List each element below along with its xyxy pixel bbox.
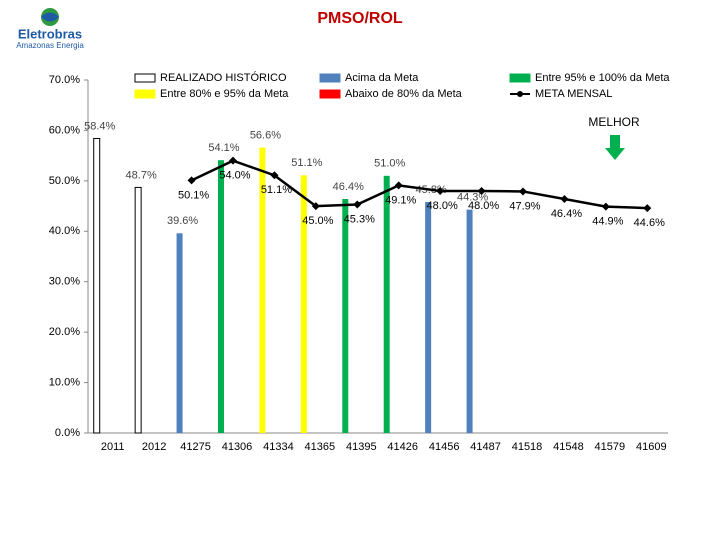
x-tick-label: 41395 (346, 441, 377, 453)
x-tick-label: 41334 (263, 441, 294, 453)
y-tick-label: 0.0% (55, 427, 80, 439)
line-marker (394, 181, 403, 190)
data-label: 48.7% (126, 169, 157, 181)
data-label: 51.1% (261, 184, 292, 196)
data-label: 54.0% (219, 170, 250, 182)
line-marker (229, 156, 237, 165)
line-marker (601, 202, 610, 211)
line-marker (353, 200, 362, 209)
legend-swatch (319, 89, 341, 99)
x-tick-label: 41609 (636, 441, 667, 453)
logo-icon (41, 12, 59, 22)
data-label: 51.1% (291, 157, 322, 169)
legend-swatch (509, 73, 531, 83)
line-marker (477, 186, 486, 195)
y-tick-label: 20.0% (49, 326, 80, 338)
y-tick-label: 60.0% (49, 124, 80, 136)
logo: Eletrobras Amazonas Energia (16, 8, 84, 50)
annotation-arrow (605, 135, 625, 160)
legend-label: REALIZADO HISTÓRICO (160, 71, 287, 84)
x-tick-label: 41579 (595, 441, 626, 453)
x-tick-label: 41306 (222, 441, 253, 453)
x-tick-label: 41365 (305, 441, 336, 453)
x-tick-label: 41275 (180, 441, 211, 453)
logo-subtitle: Amazonas Energia (16, 41, 84, 50)
data-label: 44.6% (634, 217, 665, 229)
legend-swatch (517, 91, 523, 97)
y-tick-label: 50.0% (49, 175, 80, 187)
data-label: 49.1% (385, 194, 416, 206)
bar (134, 186, 142, 434)
x-tick-label: 41548 (553, 441, 584, 453)
legend-swatch (319, 73, 341, 83)
data-label: 54.1% (208, 142, 239, 154)
bar (425, 202, 432, 433)
y-tick-label: 10.0% (49, 376, 80, 388)
y-tick-label: 30.0% (49, 276, 80, 288)
data-label: 48.0% (427, 200, 458, 212)
bar (300, 175, 307, 433)
line-marker (643, 204, 652, 213)
y-tick-label: 70.0% (49, 74, 80, 86)
x-tick-label: 41518 (512, 441, 543, 453)
data-label: 45.0% (302, 215, 333, 227)
data-label: 45.3% (344, 213, 375, 225)
line-marker (436, 186, 445, 195)
data-label: 44.3% (457, 192, 488, 204)
x-tick-label: 41487 (470, 441, 501, 453)
y-tick-label: 40.0% (49, 225, 80, 237)
annotation: MELHOR (588, 115, 640, 129)
data-label: 46.4% (333, 181, 364, 193)
line-marker (519, 187, 527, 196)
line-marker (270, 171, 279, 180)
legend-label: Entre 95% e 100% da Meta (535, 72, 670, 84)
data-label: 48.0% (468, 200, 499, 212)
line-marker (560, 195, 569, 204)
bar (259, 147, 266, 433)
data-label: 56.6% (250, 129, 281, 141)
bar (466, 209, 473, 433)
x-tick-label: 2012 (142, 441, 166, 453)
legend-label: META MENSAL (535, 88, 612, 100)
legend-swatch (134, 89, 156, 99)
data-label: 51.0% (374, 158, 405, 170)
legend-label: Entre 80% e 95% da Meta (160, 88, 289, 100)
bar (218, 160, 224, 433)
data-label: 58.4% (84, 120, 115, 132)
x-tick-label: 2011 (101, 441, 125, 453)
legend-label: Acima da Meta (345, 72, 419, 84)
data-label: 44.9% (592, 215, 623, 227)
x-tick-label: 41456 (429, 441, 460, 453)
data-label: 47.9% (509, 200, 540, 212)
logo-name: Eletrobras (18, 26, 82, 41)
line-marker (187, 176, 196, 185)
bar (93, 137, 101, 434)
data-label: 46.4% (551, 208, 582, 220)
bar (176, 233, 183, 433)
x-tick-label: 41426 (387, 441, 418, 453)
legend-swatch (134, 73, 156, 83)
data-label: 50.1% (178, 189, 209, 201)
line (191, 159, 648, 210)
chart-title: PMSO/ROL (317, 10, 403, 27)
line-marker (311, 202, 320, 211)
bar (383, 175, 390, 434)
legend-label: Abaixo de 80% da Meta (345, 88, 463, 100)
data-label: 39.6% (167, 215, 198, 227)
bar (342, 199, 349, 433)
